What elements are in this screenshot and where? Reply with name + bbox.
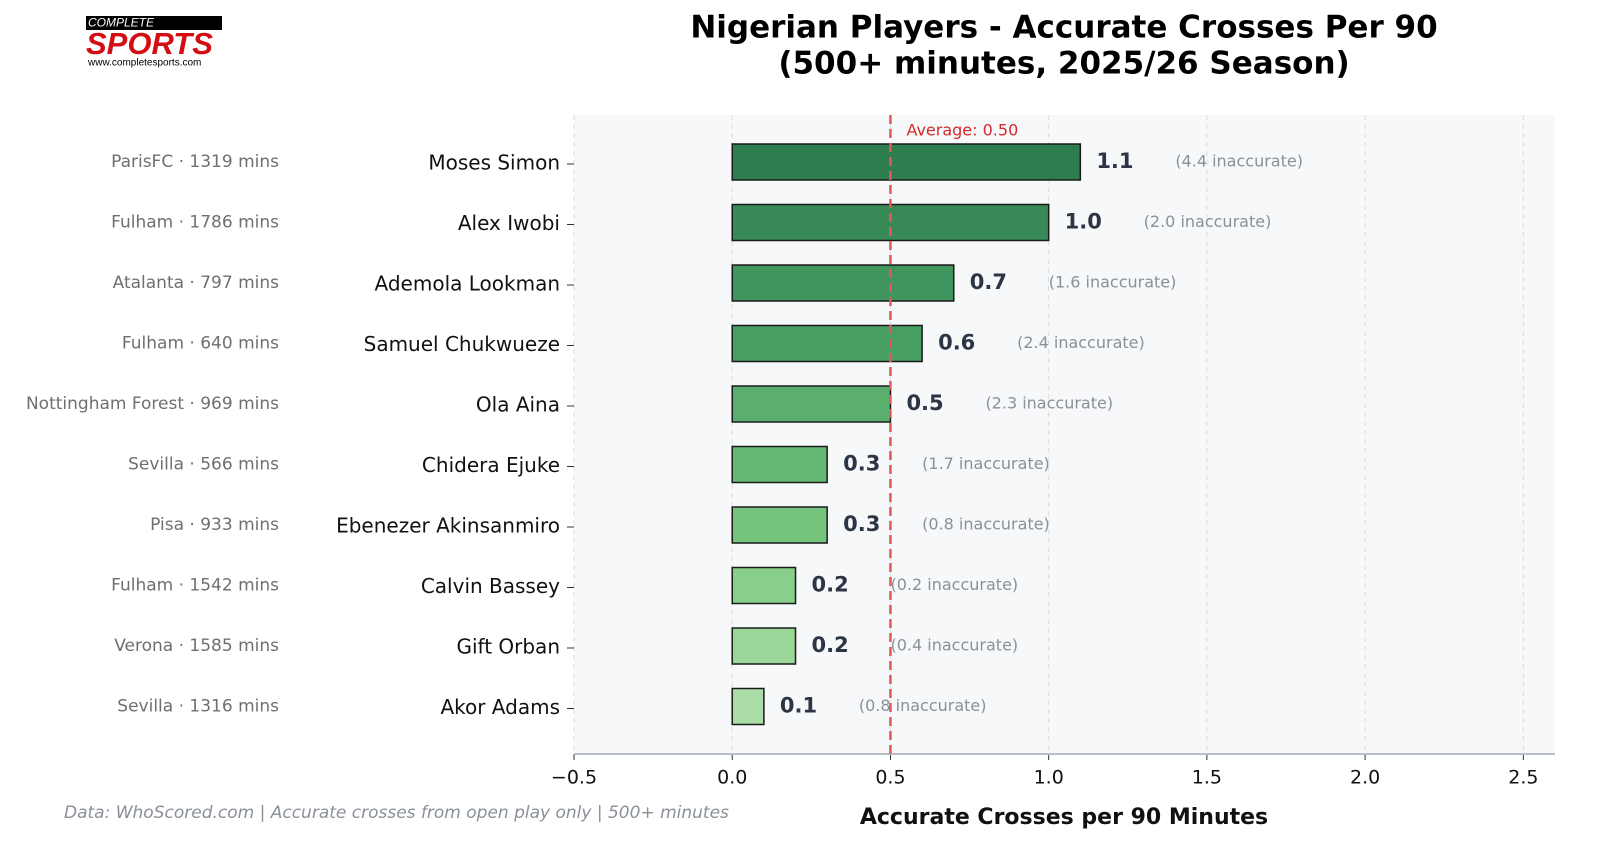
- value-label: 0.7: [970, 270, 1007, 294]
- value-label: 1.1: [1096, 149, 1133, 173]
- value-label: 0.1: [780, 694, 817, 718]
- y-tick-label: Akor Adams: [440, 695, 560, 719]
- bar: [731, 445, 828, 484]
- x-tick-label: −0.5: [551, 767, 597, 789]
- y-tick-label: Ola Aina: [476, 393, 560, 417]
- club-label: Pisa · 933 mins: [150, 515, 279, 535]
- club-label: Verona · 1585 mins: [114, 636, 279, 656]
- inaccurate-label: (0.8 inaccurate): [859, 696, 987, 715]
- logo-top: COMPLETE: [88, 16, 155, 30]
- y-tick-label: Ademola Lookman: [375, 272, 560, 296]
- x-tick-label: 2.5: [1508, 767, 1538, 789]
- logo-name: SPORTS: [86, 26, 213, 61]
- bar: [731, 264, 955, 302]
- value-label: 0.5: [906, 391, 943, 415]
- club-label: Sevilla · 1316 mins: [117, 697, 279, 717]
- bar: [731, 506, 828, 544]
- bar: [731, 687, 765, 726]
- logo-url: www.completesports.com: [87, 58, 201, 69]
- x-tick-label: 0.0: [717, 767, 747, 789]
- chart-subtitle: (500+ minutes, 2025/26 Season): [778, 46, 1349, 82]
- footnote: Data: WhoScored.com | Accurate crosses f…: [64, 803, 729, 823]
- value-label: 0.3: [843, 512, 880, 536]
- inaccurate-label: (4.4 inaccurate): [1175, 152, 1303, 171]
- x-tick-label: 2.0: [1350, 767, 1380, 789]
- bar: [731, 627, 797, 665]
- bar: [731, 566, 797, 605]
- logo-band: [86, 16, 222, 30]
- inaccurate-label: (1.6 inaccurate): [1049, 273, 1177, 292]
- bar: [731, 324, 923, 363]
- x-axis-label: Accurate Crosses per 90 Minutes: [860, 805, 1268, 830]
- y-tick-label: Chidera Ejuke: [422, 453, 560, 477]
- club-label: Atalanta · 797 mins: [113, 273, 280, 293]
- chart-title: Nigerian Players - Accurate Crosses Per …: [690, 10, 1437, 46]
- bar: [731, 143, 1082, 181]
- inaccurate-label: (0.2 inaccurate): [891, 575, 1019, 594]
- inaccurate-label: (2.4 inaccurate): [1017, 333, 1145, 352]
- club-label: Fulham · 640 mins: [122, 334, 279, 354]
- y-tick-label: Alex Iwobi: [458, 211, 560, 235]
- bar: [731, 385, 892, 423]
- club-label: Fulham · 1786 mins: [111, 213, 279, 233]
- inaccurate-label: (1.7 inaccurate): [922, 454, 1050, 473]
- inaccurate-label: (2.3 inaccurate): [985, 394, 1113, 413]
- y-tick-label: Calvin Bassey: [421, 574, 560, 598]
- value-label: 0.2: [812, 633, 849, 657]
- club-label: Sevilla · 566 mins: [128, 455, 279, 475]
- x-tick-label: 0.5: [875, 767, 905, 789]
- x-tick-label: 1.5: [1192, 767, 1222, 789]
- club-label: Nottingham Forest · 969 mins: [26, 394, 279, 414]
- y-tick-label: Gift Orban: [456, 635, 560, 659]
- club-label: Fulham · 1542 mins: [111, 576, 279, 596]
- value-label: 0.6: [938, 331, 975, 355]
- y-tick-label: Samuel Chukwueze: [364, 332, 560, 356]
- value-label: 1.0: [1065, 210, 1102, 234]
- x-tick-label: 1.0: [1034, 767, 1064, 789]
- value-label: 0.2: [812, 573, 849, 597]
- value-label: 0.3: [843, 452, 880, 476]
- y-tick-label: Ebenezer Akinsanmiro: [336, 514, 560, 538]
- y-tick-label: Moses Simon: [428, 151, 560, 175]
- inaccurate-label: (0.4 inaccurate): [891, 636, 1019, 655]
- average-label: Average: 0.50: [906, 121, 1018, 140]
- club-label: ParisFC · 1319 mins: [111, 152, 279, 172]
- inaccurate-label: (2.0 inaccurate): [1144, 212, 1272, 231]
- inaccurate-label: (0.8 inaccurate): [922, 515, 1050, 534]
